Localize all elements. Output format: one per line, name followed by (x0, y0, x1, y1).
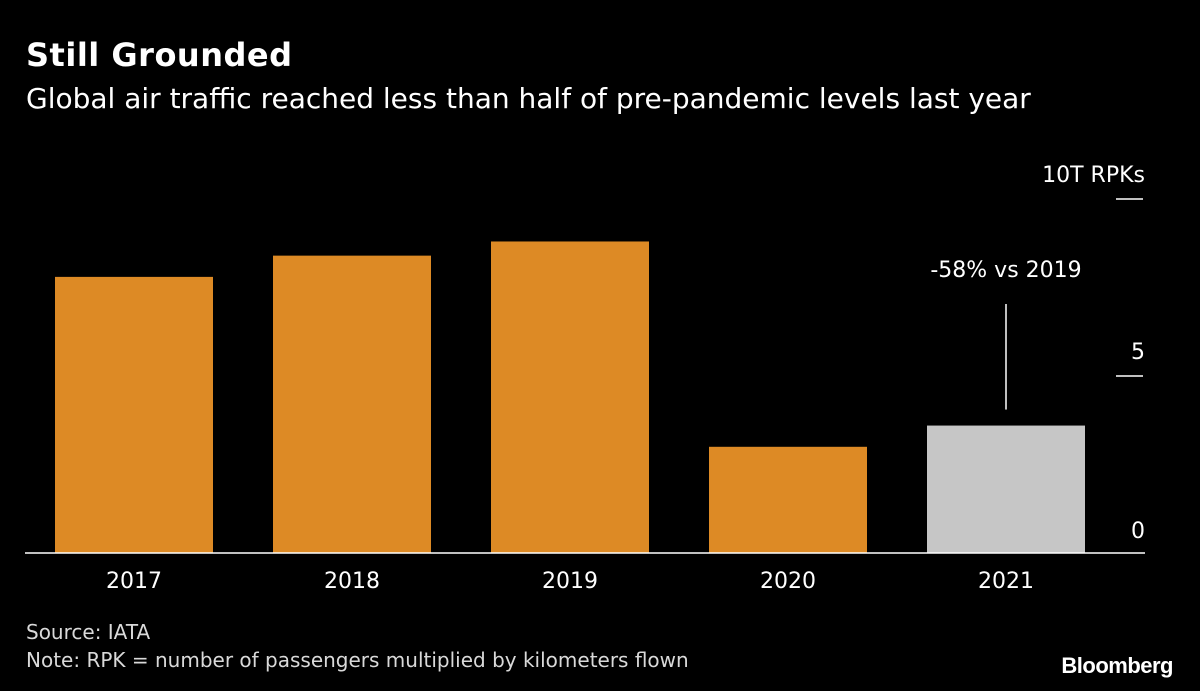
x-tick-label-2019: 2019 (542, 569, 598, 594)
source-note: Source: IATA (26, 620, 151, 644)
bar-2018 (273, 255, 431, 553)
x-tick-label-2018: 2018 (324, 569, 380, 594)
chart-title: Still Grounded (26, 36, 293, 74)
bar-2019 (491, 241, 649, 554)
annotation-group: -58% vs 2019 (930, 258, 1082, 410)
chart-subtitle: Global air traffic reached less than hal… (26, 82, 1031, 115)
y-tick-label-5: 5 (1131, 340, 1145, 365)
y-tick-label-0: 0 (1131, 519, 1145, 544)
bar-2017 (55, 276, 213, 553)
bar-2021 (927, 425, 1085, 553)
x-tick-label-2020: 2020 (760, 569, 816, 594)
y-tick-marks: 0 5 10T RPKs (1042, 163, 1145, 544)
bar-2020 (709, 446, 867, 553)
x-tick-labels: 2017 2018 2019 2020 2021 (106, 569, 1034, 594)
bloomberg-logo: Bloomberg (1061, 653, 1173, 678)
x-tick-label-2017: 2017 (106, 569, 162, 594)
y-tick-label-10: 10T RPKs (1042, 163, 1145, 188)
bars-group (55, 241, 1085, 554)
x-tick-label-2021: 2021 (978, 569, 1034, 594)
footnote: Note: RPK = number of passengers multipl… (26, 648, 689, 672)
annotation-text: -58% vs 2019 (930, 258, 1081, 283)
